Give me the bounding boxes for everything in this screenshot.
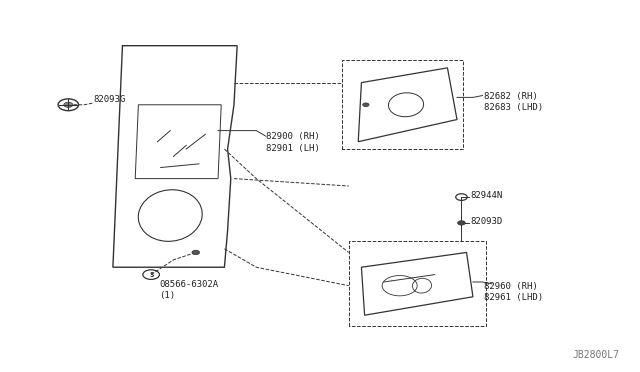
Text: 82960 (RH)
82961 (LHD): 82960 (RH) 82961 (LHD)	[484, 282, 543, 302]
Text: 82093G: 82093G	[94, 95, 126, 104]
Text: 82944N: 82944N	[470, 191, 502, 200]
Circle shape	[192, 250, 200, 255]
Circle shape	[458, 221, 465, 225]
Circle shape	[363, 103, 369, 107]
Text: S: S	[149, 272, 153, 278]
Text: JB2800L7: JB2800L7	[573, 350, 620, 359]
Text: 82900 (RH)
82901 (LH): 82900 (RH) 82901 (LH)	[266, 132, 319, 153]
Text: 82093D: 82093D	[470, 217, 502, 225]
Circle shape	[64, 102, 73, 108]
Text: 82682 (RH)
82683 (LHD): 82682 (RH) 82683 (LHD)	[484, 92, 543, 112]
Text: 08566-6302A
(1): 08566-6302A (1)	[159, 280, 218, 300]
